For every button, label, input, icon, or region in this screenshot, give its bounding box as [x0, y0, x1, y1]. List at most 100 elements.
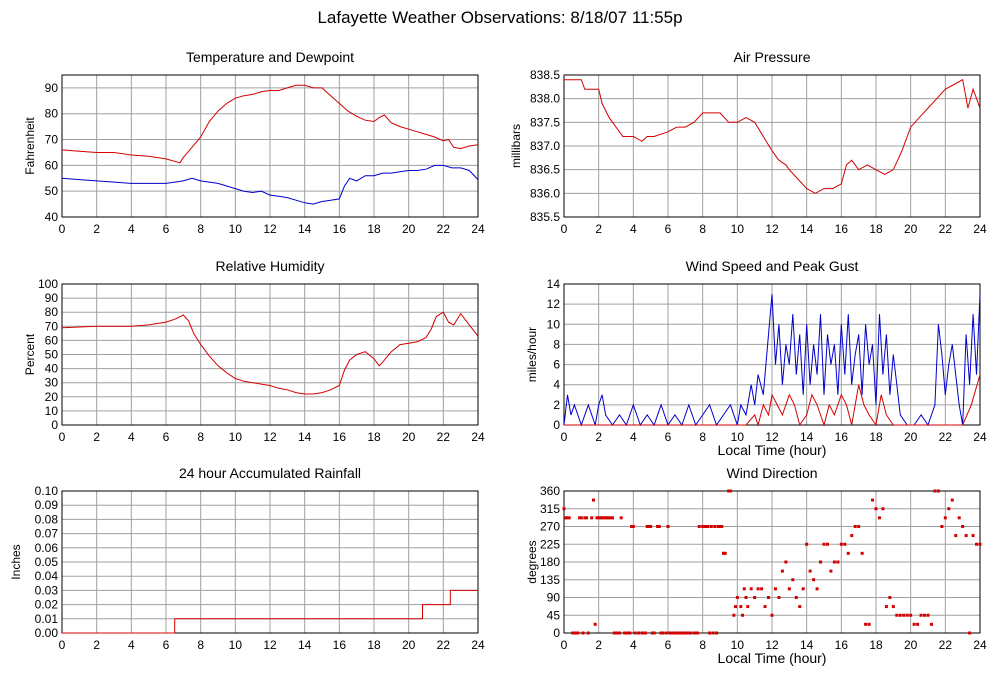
data-point [923, 613, 927, 617]
pressure-grid [563, 74, 981, 218]
y-tick-label: 0.02 [35, 598, 59, 612]
data-point [943, 516, 947, 520]
x-tick-label: 18 [869, 638, 883, 652]
data-point [597, 516, 601, 520]
data-point [600, 516, 604, 520]
data-point [933, 489, 937, 493]
x-tick-label: 0 [59, 222, 66, 236]
data-point [919, 613, 923, 617]
y-tick-label: 0.10 [35, 484, 59, 498]
data-point [888, 596, 892, 599]
data-point [565, 516, 569, 520]
data-point [957, 516, 961, 520]
data-point [860, 551, 864, 555]
data-point [583, 516, 587, 520]
data-point [794, 596, 798, 599]
temperature-y-axis-label: Fahrenheit [23, 117, 37, 175]
y-tick-label: 0 [553, 626, 560, 640]
data-point [850, 534, 854, 538]
x-tick-label: 10 [731, 222, 745, 236]
x-tick-label: 12 [263, 638, 277, 652]
data-point [586, 631, 590, 635]
x-tick-label: 6 [665, 638, 672, 652]
data-point [657, 525, 661, 528]
humidity-title: Relative Humidity [216, 258, 325, 274]
rainfall-plot-frame [61, 490, 479, 634]
data-point [839, 542, 843, 546]
data-point [881, 507, 885, 511]
data-point [659, 631, 663, 635]
x-tick-label: 20 [904, 222, 918, 236]
y-tick-label: 40 [45, 210, 59, 224]
wind-direction-y-axis-label: degrees [525, 540, 539, 583]
x-tick-label: 10 [731, 430, 745, 444]
x-tick-label: 0 [59, 638, 66, 652]
data-point [978, 542, 982, 546]
data-point [746, 605, 750, 609]
data-point [929, 622, 933, 626]
data-point [579, 516, 583, 520]
data-point [912, 622, 916, 626]
data-point [968, 631, 972, 635]
x-tick-label: 20 [402, 222, 416, 236]
data-point [784, 560, 788, 564]
data-point [713, 525, 717, 528]
data-point [602, 516, 606, 520]
data-point [652, 631, 656, 635]
data-point [947, 507, 951, 511]
data-point [567, 516, 571, 520]
data-point [624, 631, 628, 635]
x-tick-label: 24 [973, 638, 987, 652]
y-tick-label: 0 [51, 418, 58, 432]
data-point [773, 587, 777, 591]
x-tick-label: 12 [263, 430, 277, 444]
data-point [777, 596, 781, 599]
data-point [611, 516, 615, 520]
y-tick-label: 6 [553, 358, 560, 372]
data-point [895, 613, 899, 617]
x-tick-label: 14 [298, 222, 312, 236]
y-tick-label: 0.09 [35, 498, 59, 512]
x-tick-label: 10 [229, 430, 243, 444]
data-point [669, 631, 673, 635]
x-tick-label: 16 [333, 222, 347, 236]
wind-speed-x-axis-label: Local Time (hour) [718, 442, 827, 458]
x-tick-label: 8 [699, 222, 706, 236]
data-point [637, 631, 641, 635]
x-tick-label: 16 [835, 638, 849, 652]
data-point [874, 507, 878, 511]
data-point [801, 587, 805, 591]
data-point [909, 613, 913, 617]
x-tick-label: 18 [367, 222, 381, 236]
data-point [734, 605, 738, 609]
data-point [605, 516, 609, 520]
data-point [898, 613, 902, 617]
y-tick-label: 225 [540, 537, 560, 551]
y-tick-label: 0 [553, 418, 560, 432]
data-point [649, 525, 653, 528]
data-point [767, 596, 771, 599]
data-point [723, 551, 727, 555]
pressure-y-axis-label: millibars [509, 124, 523, 168]
x-tick-label: 20 [402, 638, 416, 652]
data-point [805, 542, 809, 546]
data-point [780, 569, 784, 573]
x-tick-label: 6 [665, 430, 672, 444]
x-tick-label: 4 [630, 638, 637, 652]
x-tick-label: 20 [904, 638, 918, 652]
y-tick-label: 180 [540, 555, 560, 569]
data-point [832, 560, 836, 564]
data-point [656, 525, 660, 528]
y-tick-label: 10 [547, 317, 561, 331]
data-point [971, 534, 975, 538]
wind-direction-x-axis-label: Local Time (hour) [718, 650, 827, 666]
data-point [617, 631, 621, 635]
y-tick-label: 836.5 [530, 163, 560, 177]
data-point [678, 631, 682, 635]
data-point [604, 516, 608, 520]
y-tick-label: 90 [45, 291, 59, 305]
x-tick-label: 8 [699, 430, 706, 444]
x-tick-label: 8 [197, 222, 204, 236]
data-point [735, 596, 739, 599]
